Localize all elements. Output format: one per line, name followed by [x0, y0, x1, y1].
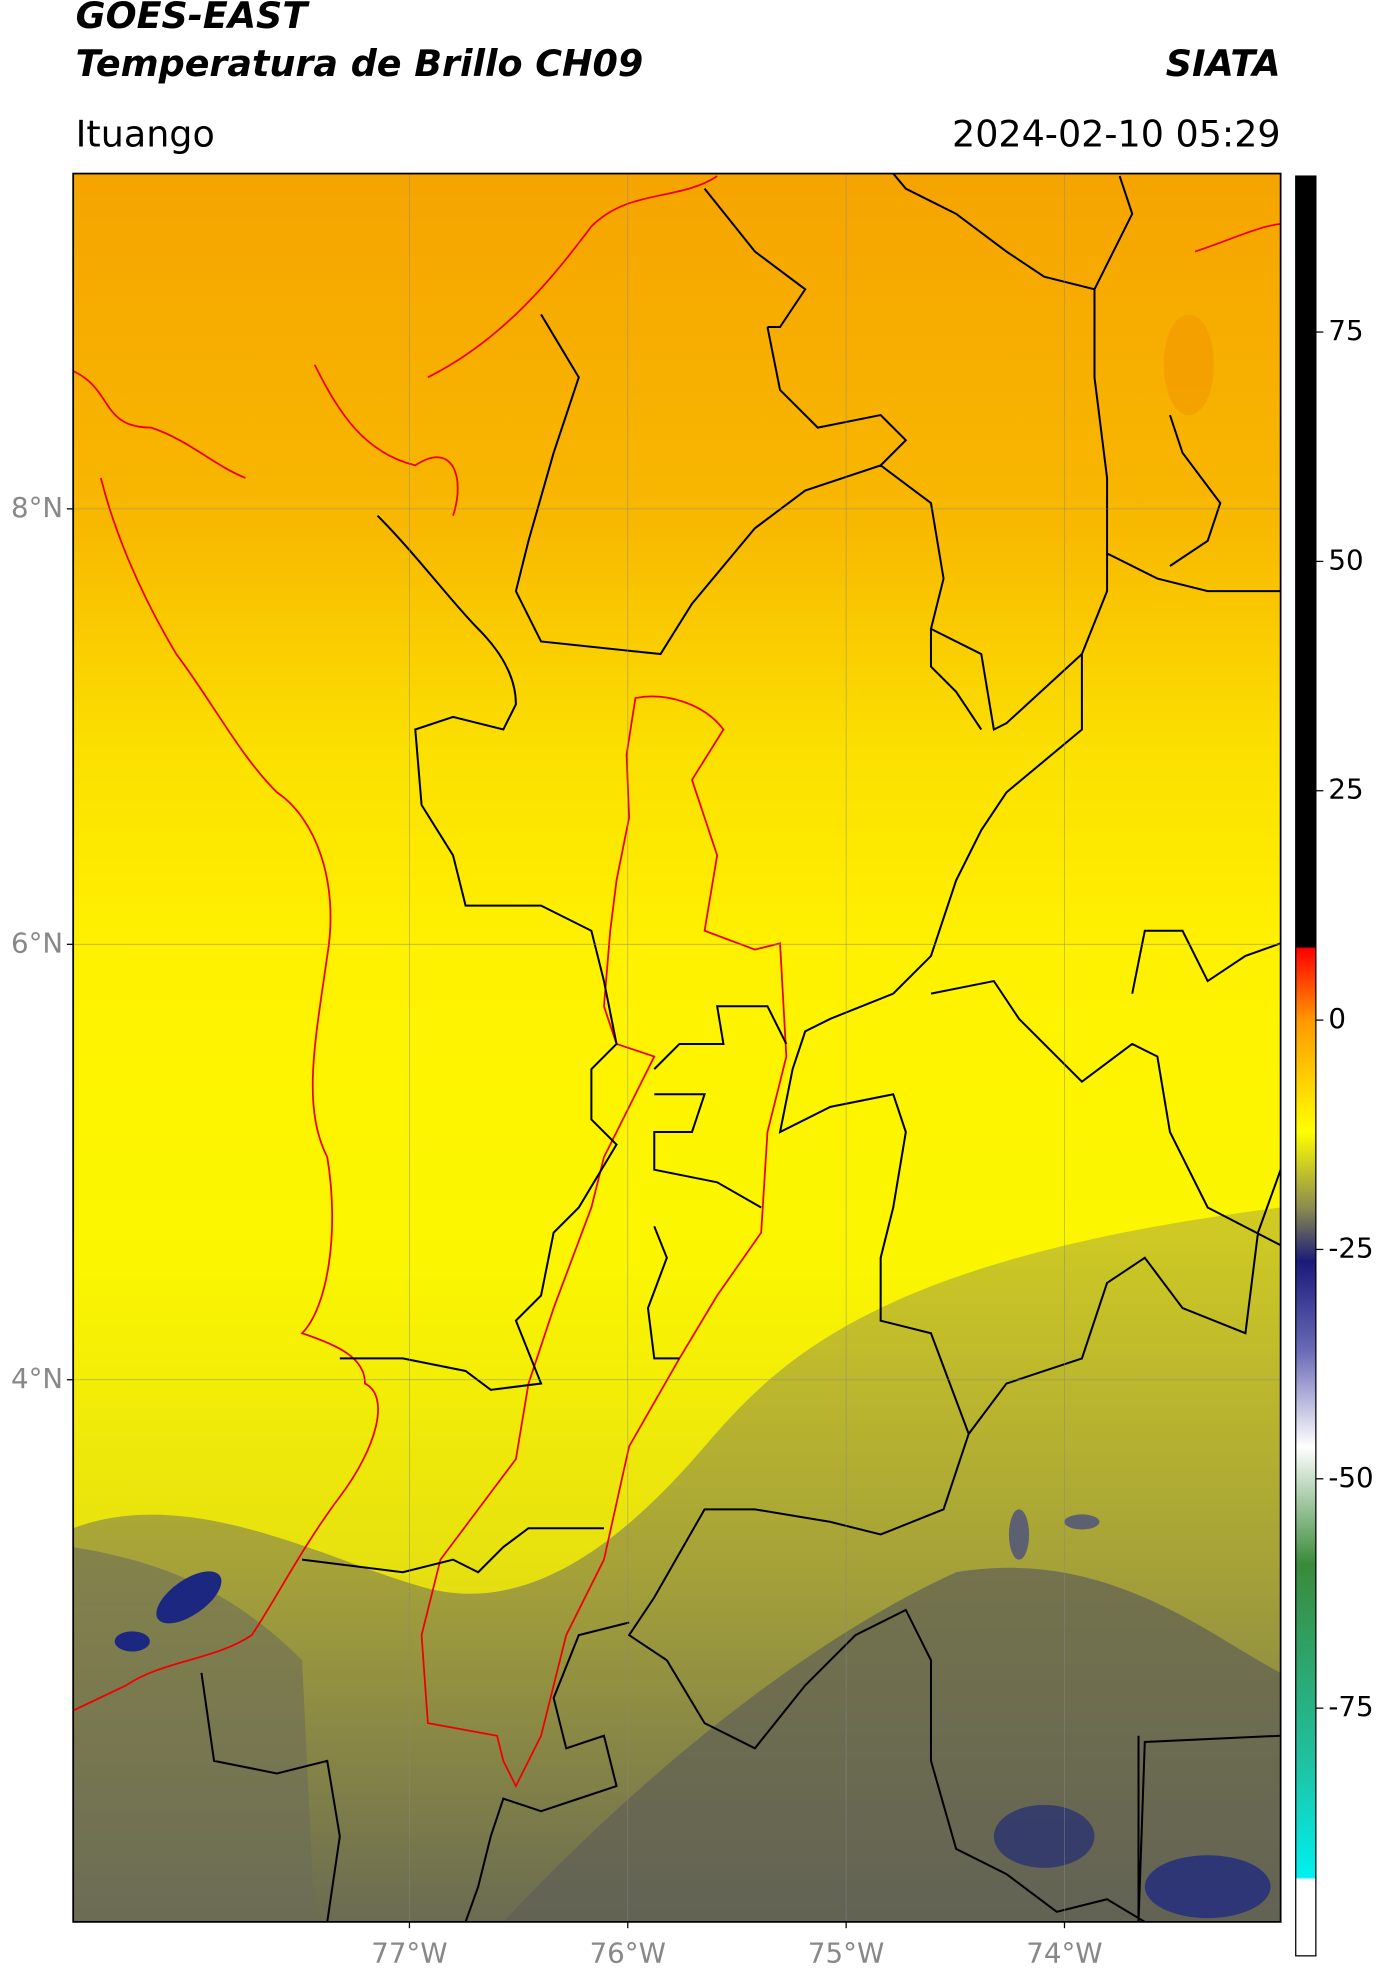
y-tick-label: 6°N [11, 926, 63, 959]
x-tick-label: 76°W [590, 1937, 666, 1970]
subtitle: Temperatura de Brillo CH09 [76, 42, 644, 85]
y-tick-label: 4°N [11, 1362, 63, 1395]
grid [73, 173, 1281, 1922]
location: Ituango [76, 112, 215, 155]
x-tick-label: 75°W [808, 1937, 884, 1970]
colorbar-tick-label: -50 [1328, 1461, 1373, 1494]
x-tick-label: 77°W [371, 1937, 447, 1970]
y-tick-label: 8°N [11, 491, 63, 524]
title: GOES-EAST [76, 0, 311, 37]
colorbar-tick-label: 75 [1328, 314, 1363, 347]
colorbar-tick-label: 50 [1328, 543, 1363, 576]
colorbar-tick-label: 0 [1328, 1002, 1346, 1035]
map-image [73, 173, 1281, 1922]
x-tick-label: 74°W [1026, 1937, 1102, 1970]
colorbar-tick-label: 25 [1328, 773, 1363, 806]
map-frame [72, 172, 1282, 1923]
colorbar-tick-label: -75 [1328, 1690, 1373, 1723]
source: SIATA [1166, 42, 1281, 85]
colorbar [1295, 175, 1317, 1957]
datetime: 2024-02-10 05:29 [952, 112, 1281, 155]
colorbar-tick-label: -25 [1328, 1231, 1373, 1264]
